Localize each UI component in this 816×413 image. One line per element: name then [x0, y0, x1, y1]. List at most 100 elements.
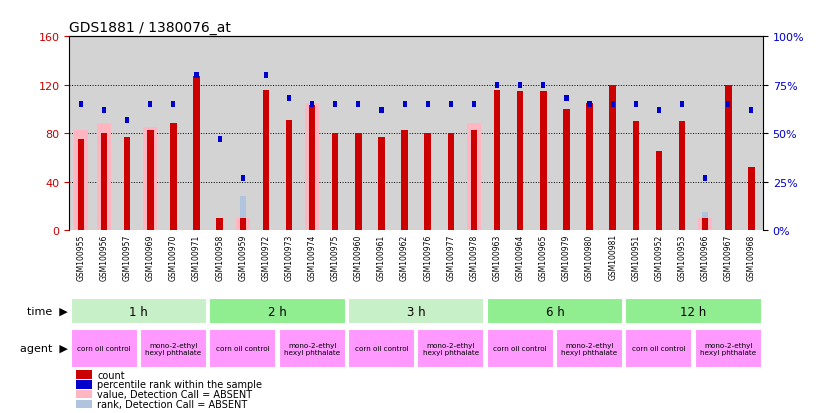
Bar — [563, 109, 570, 230]
Bar — [74, 130, 88, 230]
Text: GDS1881 / 1380076_at: GDS1881 / 1380076_at — [69, 21, 231, 35]
Text: mono-2-ethyl
hexyl phthalate: mono-2-ethyl hexyl phthalate — [284, 342, 340, 355]
Text: agent  ▶: agent ▶ — [20, 344, 68, 354]
Bar — [541, 83, 545, 88]
Bar — [748, 168, 755, 230]
Bar — [76, 390, 91, 399]
Text: GSM100980: GSM100980 — [585, 234, 594, 280]
Bar — [240, 197, 246, 230]
Bar — [355, 134, 361, 230]
Bar — [449, 102, 453, 108]
Bar — [702, 218, 708, 230]
Text: 12 h: 12 h — [681, 305, 707, 318]
Bar — [76, 380, 91, 389]
Bar — [703, 175, 707, 181]
Text: GSM100955: GSM100955 — [77, 234, 86, 280]
Bar — [379, 138, 384, 230]
Bar — [472, 102, 476, 108]
Bar — [467, 124, 481, 230]
Bar — [305, 104, 319, 230]
Bar — [448, 134, 454, 230]
Bar — [657, 108, 661, 114]
Bar — [517, 92, 523, 230]
Text: GSM100972: GSM100972 — [261, 234, 270, 280]
Text: 1 h: 1 h — [130, 305, 148, 318]
Bar — [495, 83, 499, 88]
Bar — [171, 102, 175, 108]
Bar — [149, 102, 153, 108]
Bar — [171, 124, 176, 230]
Text: GSM100956: GSM100956 — [100, 234, 109, 280]
Bar — [634, 102, 638, 108]
Bar — [402, 102, 406, 108]
Text: GSM100953: GSM100953 — [677, 234, 686, 280]
Bar — [102, 108, 106, 114]
Bar — [218, 137, 222, 142]
Bar — [610, 85, 616, 230]
Bar — [726, 102, 730, 108]
Bar — [401, 130, 408, 230]
Bar — [425, 200, 431, 230]
Text: GSM100963: GSM100963 — [493, 234, 502, 280]
Text: 6 h: 6 h — [546, 305, 564, 318]
Bar — [703, 212, 708, 230]
Bar — [264, 73, 268, 79]
Bar — [417, 329, 485, 368]
Bar — [309, 106, 315, 230]
Bar — [216, 218, 223, 230]
Bar — [240, 218, 246, 230]
Text: GSM100966: GSM100966 — [701, 234, 710, 280]
Bar — [144, 128, 157, 230]
Bar — [147, 130, 153, 230]
Bar — [424, 134, 431, 230]
Bar — [357, 102, 361, 108]
Text: GSM100971: GSM100971 — [192, 234, 201, 280]
Text: GSM100960: GSM100960 — [354, 234, 363, 280]
Bar — [656, 152, 662, 230]
Text: count: count — [97, 370, 125, 380]
Text: corn oil control: corn oil control — [355, 346, 408, 351]
Bar — [286, 121, 292, 230]
Bar — [540, 92, 547, 230]
Bar — [76, 400, 91, 408]
Bar — [236, 218, 250, 230]
Bar — [426, 102, 430, 108]
Bar — [101, 134, 107, 230]
Bar — [518, 83, 522, 88]
Bar — [680, 102, 684, 108]
Text: mono-2-ethyl
hexyl phthalate: mono-2-ethyl hexyl phthalate — [145, 342, 202, 355]
Bar — [140, 329, 207, 368]
Bar — [632, 122, 639, 230]
Bar — [70, 298, 207, 325]
Text: GSM100970: GSM100970 — [169, 234, 178, 280]
Text: 2 h: 2 h — [268, 305, 286, 318]
Text: corn oil control: corn oil control — [632, 346, 685, 351]
Bar — [494, 90, 500, 230]
Text: GSM100967: GSM100967 — [724, 234, 733, 280]
Bar — [78, 140, 84, 230]
Bar — [76, 370, 91, 379]
Text: GSM100974: GSM100974 — [308, 234, 317, 280]
Bar — [348, 298, 485, 325]
Text: corn oil control: corn oil control — [216, 346, 269, 351]
Text: GSM100964: GSM100964 — [516, 234, 525, 280]
Text: mono-2-ethyl
hexyl phthalate: mono-2-ethyl hexyl phthalate — [561, 342, 618, 355]
Text: GSM100959: GSM100959 — [238, 234, 247, 280]
Bar — [194, 73, 198, 79]
Text: GSM100981: GSM100981 — [608, 234, 617, 280]
Text: GSM100973: GSM100973 — [285, 234, 294, 280]
Bar — [209, 329, 277, 368]
Bar — [556, 329, 623, 368]
Bar — [193, 77, 200, 230]
Bar — [749, 108, 753, 114]
Text: GSM100951: GSM100951 — [632, 234, 641, 280]
Text: GSM100975: GSM100975 — [330, 234, 339, 280]
Text: GSM100965: GSM100965 — [539, 234, 548, 280]
Bar — [486, 298, 623, 325]
Text: GSM100976: GSM100976 — [424, 234, 432, 280]
Bar — [263, 90, 269, 230]
Bar — [333, 102, 337, 108]
Bar — [124, 138, 131, 230]
Text: GSM100952: GSM100952 — [654, 234, 663, 280]
Text: mono-2-ethyl
hexyl phthalate: mono-2-ethyl hexyl phthalate — [423, 342, 479, 355]
